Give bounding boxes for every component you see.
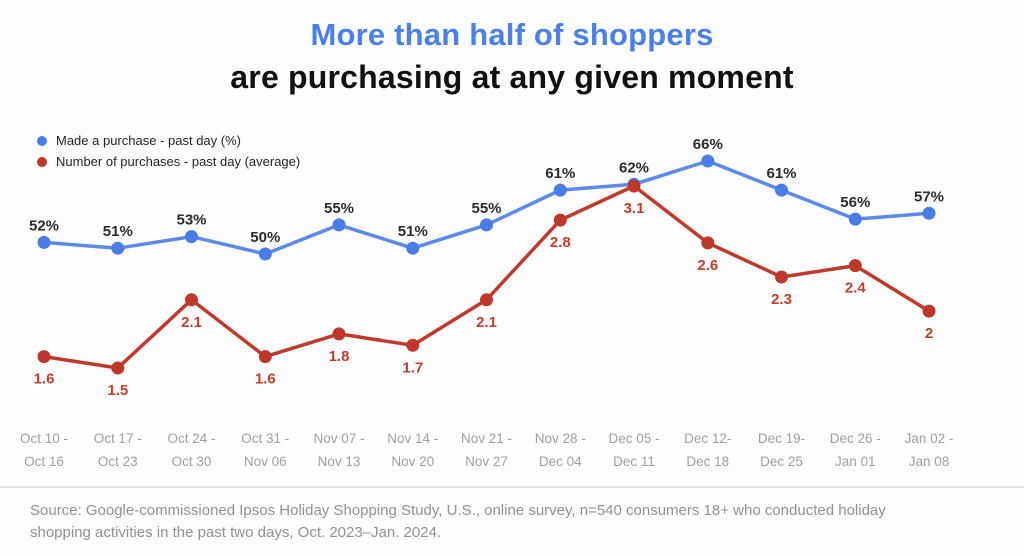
purchase-count-value-label: 2.1 bbox=[181, 314, 202, 331]
purchase-rate-point bbox=[553, 183, 567, 197]
purchase-rate-value-label: 61% bbox=[766, 165, 796, 182]
purchase-count-value-label: 1.7 bbox=[402, 359, 423, 376]
purchase-rate-value-label: 50% bbox=[250, 229, 280, 246]
x-axis-label: Oct 31 - Nov 06 bbox=[241, 431, 290, 469]
purchase-count-value-label: 2.6 bbox=[697, 257, 718, 274]
purchase-count-point bbox=[185, 293, 198, 307]
x-axis-label: Oct 17 - Oct 23 bbox=[93, 431, 142, 469]
source-note: Source: Google-commissioned Ipsos Holida… bbox=[30, 500, 1000, 544]
footer-divider bbox=[0, 486, 1024, 488]
purchase-count-line bbox=[43, 184, 930, 370]
purchase-rate-point bbox=[922, 206, 936, 220]
purchase-rate-point bbox=[775, 183, 788, 197]
purchase-rate-value-label: 66% bbox=[693, 136, 723, 153]
source-note-line1: Source: Google-commissioned Ipsos Holida… bbox=[30, 502, 886, 519]
purchase-count-value-label: 2.3 bbox=[771, 291, 792, 308]
chart-legend: Made a purchase - past day (%) Number of… bbox=[37, 130, 300, 172]
purchase-rate-point bbox=[37, 235, 51, 249]
purchase-count-value-label: 2.8 bbox=[550, 234, 571, 251]
chart-title: More than half of shoppers are purchasin… bbox=[0, 13, 1024, 99]
source-note-line2: shopping activities in the past two days… bbox=[30, 524, 442, 541]
purchase-count-value-label: 1.6 bbox=[34, 371, 55, 388]
x-axis-label: Nov 28 - Dec 04 bbox=[534, 431, 586, 469]
purchase-rate-value-label: 51% bbox=[398, 223, 428, 240]
purchase-rate-point bbox=[258, 247, 272, 261]
purchase-rate-point bbox=[480, 218, 493, 232]
purchase-count-point bbox=[848, 259, 862, 273]
purchase-count-value-label: 1.5 bbox=[107, 382, 128, 399]
purchase-count-point bbox=[775, 270, 788, 284]
x-axis-label: Nov 07 - Nov 13 bbox=[313, 431, 365, 469]
purchase-rate-value-label: 61% bbox=[545, 165, 575, 182]
purchase-rate-value-label: 53% bbox=[176, 212, 206, 229]
purchase-count-point bbox=[553, 213, 567, 227]
purchase-rate-value-label: 52% bbox=[29, 217, 59, 234]
x-axis-label: Nov 14 - Nov 20 bbox=[387, 431, 439, 469]
legend-item-purchase-rate: Made a purchase - past day (%) bbox=[37, 130, 300, 151]
purchase-count-point bbox=[406, 338, 420, 352]
x-axis-label: Jan 02 - Jan 08 bbox=[904, 431, 954, 469]
purchase-count-point bbox=[701, 236, 715, 250]
x-axis-label: Dec 26 - Jan 01 bbox=[829, 431, 881, 469]
purchase-rate-point bbox=[332, 218, 346, 232]
chart-title-accent-line: More than half of shoppers bbox=[310, 17, 714, 52]
purchase-rate-value-label: 57% bbox=[914, 188, 944, 205]
purchase-rate-point bbox=[701, 154, 715, 168]
legend-dot-red-icon bbox=[37, 156, 47, 167]
purchase-count-value-label: 3.1 bbox=[624, 200, 645, 217]
purchase-count-value-label: 2.1 bbox=[476, 314, 497, 331]
purchase-rate-value-label: 55% bbox=[324, 200, 354, 217]
purchase-rate-value-label: 51% bbox=[103, 223, 133, 240]
purchase-rate-value-label: 62% bbox=[619, 159, 649, 176]
purchase-count-point bbox=[37, 350, 51, 364]
purchase-count-point bbox=[480, 293, 493, 307]
purchase-count-point bbox=[922, 304, 936, 318]
purchase-count-value-label: 1.8 bbox=[329, 348, 350, 365]
purchase-rate-point bbox=[406, 241, 420, 255]
purchase-rate-point bbox=[848, 212, 862, 226]
purchase-rate-value-label: 56% bbox=[840, 194, 870, 211]
purchase-rate-line bbox=[43, 159, 930, 256]
x-axis-label: Dec 19- Dec 25 bbox=[757, 431, 806, 469]
purchase-rate-point bbox=[111, 241, 125, 255]
purchase-count-point bbox=[332, 327, 346, 341]
legend-item-purchase-count: Number of purchases - past day (average) bbox=[37, 151, 300, 172]
x-axis-label: Nov 21 - Nov 27 bbox=[460, 431, 513, 469]
purchase-count-point bbox=[111, 361, 125, 375]
purchase-rate-point bbox=[185, 230, 198, 244]
purchase-count-value-label: 2.4 bbox=[845, 280, 867, 297]
purchase-count-point bbox=[627, 179, 641, 193]
legend-dot-blue-icon bbox=[37, 135, 47, 146]
purchase-rate-point bbox=[627, 177, 641, 191]
legend-label-purchase-rate: Made a purchase - past day (%) bbox=[56, 133, 241, 148]
chart-title-main-line: are purchasing at any given moment bbox=[230, 59, 794, 95]
x-axis-label: Oct 10 - Oct 16 bbox=[19, 431, 68, 469]
x-axis-label: Oct 24 - Oct 30 bbox=[167, 431, 216, 469]
purchase-count-value-label: 1.6 bbox=[255, 371, 276, 388]
x-axis-label: Dec 12- Dec 18 bbox=[684, 431, 732, 469]
x-axis-label: Dec 05 - Dec 11 bbox=[608, 431, 660, 469]
x-axis: Oct 10 - Oct 16 Oct 17 - Oct 23 Oct 24 - Oct … bbox=[0, 427, 1024, 477]
purchase-rate-value-label: 55% bbox=[471, 200, 501, 217]
purchase-count-value-label: 2 bbox=[925, 325, 933, 342]
legend-label-purchase-count: Number of purchases - past day (average) bbox=[56, 154, 301, 169]
purchase-count-point bbox=[258, 350, 272, 364]
